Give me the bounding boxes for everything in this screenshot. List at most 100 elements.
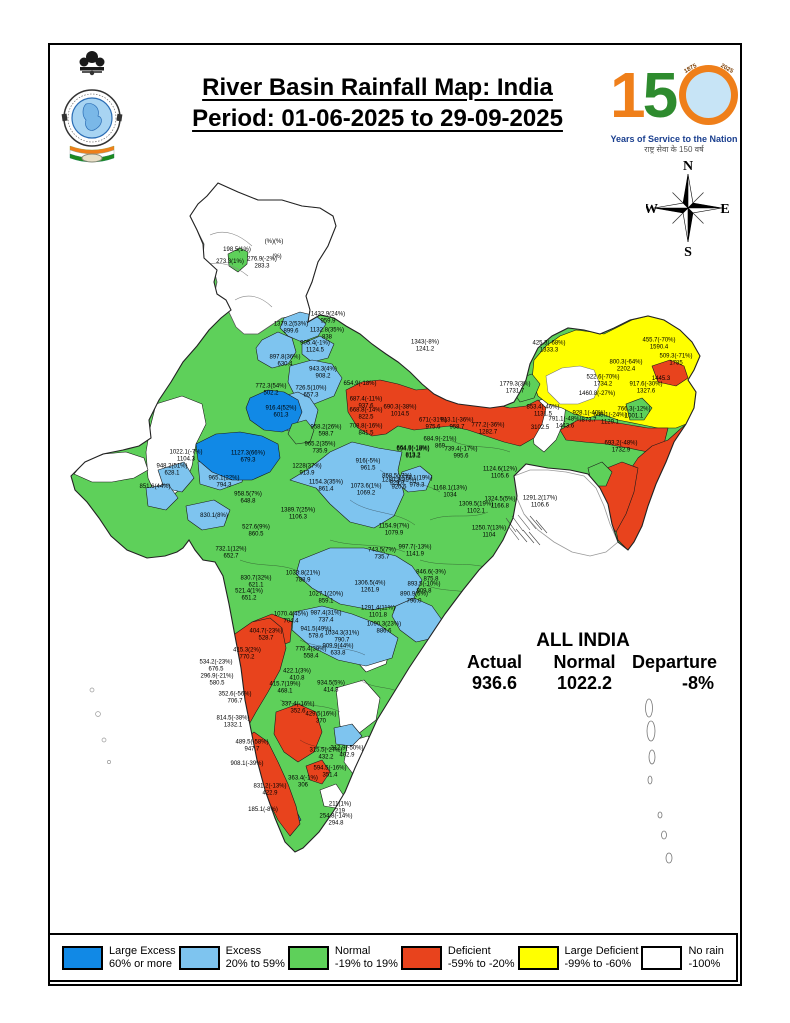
basin-label: 917.6(-30%) 1327.6 xyxy=(629,381,663,395)
all-india-heading: ALL INDIA xyxy=(536,630,630,651)
basin-label: 1070.4(45%) 704.4 xyxy=(273,611,309,625)
legend-range: 20% to 59% xyxy=(225,957,285,970)
basin-label: 198.5(1%) xyxy=(223,246,251,253)
basin-label: 415.7(19%) 468.1 xyxy=(269,681,301,695)
legend-swatch-large-deficient xyxy=(517,945,559,970)
legend-range: 60% or more xyxy=(109,957,172,970)
basin-label: 1124.6(12%) 1105.6 xyxy=(483,466,517,480)
legend-label: Deficient xyxy=(447,945,491,957)
basin-label: 948.2(51%) 628.1 xyxy=(156,463,188,477)
basin-label: 890.9(6%) 796.0 xyxy=(400,591,428,605)
basin-label: 425.3(-68%) 1333.3 xyxy=(532,340,566,354)
legend-range: -100% xyxy=(688,957,721,970)
basin-label: 509.3(-71%) 1785 xyxy=(659,353,693,367)
basin-label: 893.5(-10%) 909.8 xyxy=(407,581,441,595)
basin-label: 905.4(-1%) 1124.5 xyxy=(300,340,330,354)
basin-label: 694.9(-18%) 913.2 xyxy=(396,446,430,460)
anniv-year-start: 1875 xyxy=(683,63,699,75)
basin-label: 1291.4(11%) 1101.8 xyxy=(361,605,395,619)
all-india-col-departure: Departure xyxy=(632,652,718,672)
page-title: River Basin Rainfall Map: India Period: … xyxy=(140,72,615,134)
legend-label: Excess xyxy=(225,945,262,957)
basin-label: 743.5(7%) 735.7 xyxy=(368,547,396,561)
legend-item-normal: Normal -19% to 19% xyxy=(287,945,398,970)
compass-west-label: W xyxy=(646,202,658,217)
basin-label: 916(-5%) 961.5 xyxy=(355,458,381,472)
anniv-tagline: Years of Service to the Nation xyxy=(610,134,738,144)
basin-label: 851.6(44%) xyxy=(139,483,171,490)
basin-label: 690.3(-38%) 1014.5 xyxy=(383,404,417,418)
basin-label: 1132.8(35%) 838 xyxy=(310,327,344,341)
basin-label: (%)(%) xyxy=(264,238,284,245)
basin-label: 958.2(26%) 598.7 xyxy=(310,424,342,438)
basin-label: 1228(37%) 913.9 xyxy=(292,463,322,477)
basin-label: 654.9(-18%) xyxy=(343,380,377,387)
legend-range: -59% to -20% xyxy=(447,957,515,970)
compass-rose: N E S W xyxy=(646,159,730,258)
basin-label: 913.1(-36%) 958.7 xyxy=(440,417,474,431)
basin-label: 791.1(-48%) 1443.6 xyxy=(548,416,582,430)
basin-label: 522.6(-70%) 1734.2 xyxy=(586,374,620,388)
basin-label: 846.6(-3%) 875.8 xyxy=(416,569,446,583)
imd-logo xyxy=(61,51,123,163)
legend-item-no-rain: No rain -100% xyxy=(641,945,724,970)
basin-label: 296.9(-21%) 580.5 xyxy=(200,673,234,687)
imd-150-years-logo: 1 5 1875 2025 Years of Service to the Na… xyxy=(610,56,738,155)
basin-label: 777.2(-36%) 1282.7 xyxy=(471,422,505,436)
basin-label: 1280.2(39%) 920.6 xyxy=(381,477,417,491)
basin-label: 1389.7(25%) 1106.3 xyxy=(280,507,316,521)
basin-label: 830.7(32%) 621.1 xyxy=(240,575,272,589)
basin-label: 1127.3(66%) 679.3 xyxy=(231,450,265,464)
basin-label: 987.4(31%) 737.4 xyxy=(310,610,342,624)
rainfall-legend: Large Excess 60% or more Excess 20% to 59%… xyxy=(48,933,738,982)
basin-label: 908.1(-39%) xyxy=(230,760,264,767)
basin-label: 814.5(-38%) 1332.1 xyxy=(216,715,250,729)
basin-label: 693.2(-48%) 1732.9 xyxy=(604,440,638,454)
basin-label: 941.5(49%) 578.6 xyxy=(300,626,332,640)
basin-label: 1022.1(-7%) 1104.3 xyxy=(169,449,203,463)
compass-east-label: E xyxy=(720,202,729,217)
legend-label: Large Excess xyxy=(109,945,176,957)
basin-label: 1343(-8%) 1241.2 xyxy=(410,339,440,353)
basin-label: 766.3(-12%) 1001.1 xyxy=(617,406,651,420)
basin-label: 422.1(3%) 410.8 xyxy=(283,668,311,682)
basin-label: 1432.9(24%) 959.9 xyxy=(310,311,346,325)
basin-label: 273.3(1%) xyxy=(216,258,244,265)
anniv-digit-1: 1 xyxy=(610,59,646,131)
basin-label: 415.3(2%) 770.2 xyxy=(233,647,261,661)
basin-label: 1460.8(-27%) xyxy=(578,390,616,397)
basin-label: 1034.3(31%) 790.7 xyxy=(324,630,360,644)
basin-label: 1309.5(19%) 1102.1 xyxy=(458,501,494,515)
basin-label: 739.4(-17%) 995.6 xyxy=(444,446,478,460)
anniv-globe-badge-icon: 1875 2025 xyxy=(679,63,738,125)
basin-label: 1027.1(20%) 859.1 xyxy=(308,591,344,605)
compass-star-icon xyxy=(653,173,723,243)
basin-label: 1073.6(1%) 1069.2 xyxy=(350,483,382,497)
basin-label: 1306.5(4%) 1261.9 xyxy=(354,580,386,594)
basin-label: 1033.8(21%) 788.9 xyxy=(285,570,321,584)
basin-label: 853.4(-46%) 1131.5 xyxy=(526,404,560,418)
basin-label: 594.5(-16%) 351.4 xyxy=(313,765,347,779)
legend-swatch-excess xyxy=(178,945,220,970)
basin-label: 965.2(35%) 735.9 xyxy=(304,441,336,455)
basin-label: 276.9(-2%) 283.3 xyxy=(247,256,277,270)
basin-label: 489.5(-58%) 947.7 xyxy=(235,739,269,753)
basin-label: 687.4(-11%) 937.6 xyxy=(349,396,383,410)
basin-label: 958.5(7%) 648.8 xyxy=(234,491,262,505)
basin-label: (%) xyxy=(272,253,282,260)
ashoka-emblem-icon xyxy=(79,51,105,76)
all-india-actual-value: 936.6 xyxy=(471,673,518,693)
basin-label: 648.1(-24%) 1129.1 xyxy=(593,412,627,426)
legend-swatch-no-rain xyxy=(641,945,683,970)
legend-label: No rain xyxy=(688,945,724,957)
legend-swatch-deficient xyxy=(400,945,442,970)
basin-label: 831.2(-13%) 422.9 xyxy=(253,783,287,797)
basin-label: 527.6(9%) 860.5 xyxy=(242,524,270,538)
basin-label: 897.8(36%) 630.4 xyxy=(269,354,301,368)
basin-label: 1324.5(5%) 1166.8 xyxy=(484,496,516,510)
legend-swatch-normal xyxy=(287,945,329,970)
all-india-col-normal: Normal xyxy=(553,652,616,672)
all-india-normal-value: 1022.2 xyxy=(556,673,613,693)
basin-label: 775.4(39%) 558.4 xyxy=(295,646,327,660)
